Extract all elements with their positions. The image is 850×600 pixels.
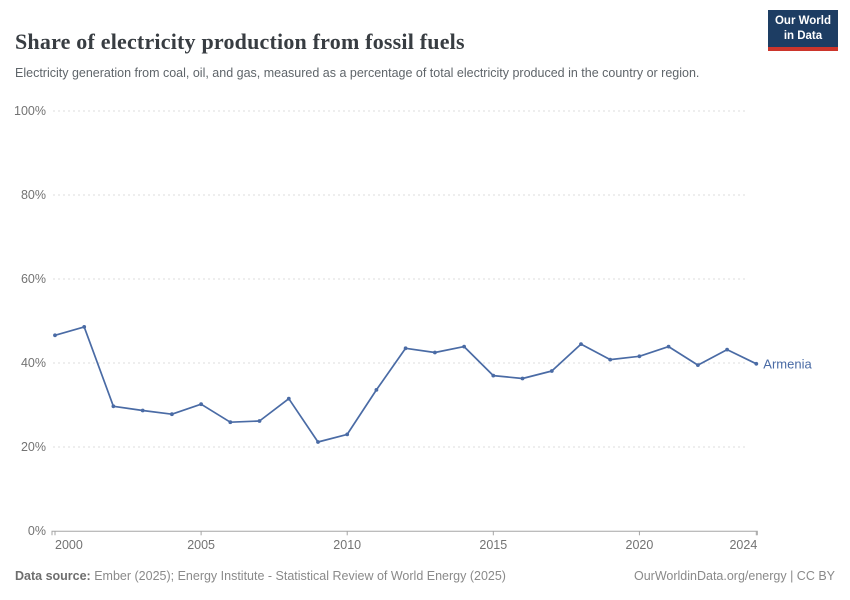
data-point[interactable] <box>374 388 379 392</box>
data-point[interactable] <box>637 354 642 359</box>
data-source-text: Ember (2025); Energy Institute - Statist… <box>90 569 506 583</box>
data-point[interactable] <box>199 402 204 407</box>
data-point[interactable] <box>579 342 583 346</box>
data-point[interactable] <box>491 373 496 378</box>
data-point[interactable] <box>725 347 729 352</box>
y-axis-tick-label: 20% <box>21 440 46 454</box>
data-point[interactable] <box>111 404 116 409</box>
line-chart[interactable]: 0% 20% 40% 60% 80% 100% 2000 2005 2010 2015 2020 20… <box>0 90 850 565</box>
owid-logo-line2: in Data <box>783 29 823 42</box>
data-point[interactable] <box>608 357 613 362</box>
license-link[interactable]: OurWorldinData.org/energy | CC BY <box>633 569 835 583</box>
series-label[interactable]: Armenia <box>763 356 812 371</box>
data-point[interactable] <box>345 432 350 437</box>
y-axis-tick-label: 40% <box>21 356 46 370</box>
data-point[interactable] <box>286 396 291 401</box>
data-point[interactable] <box>82 325 87 329</box>
x-axis-tick-label: 2024 <box>729 538 757 552</box>
y-axis-tick-label: 100% <box>14 104 46 118</box>
owid-logo-line1: Our World <box>774 15 831 27</box>
x-axis-tick-label: 2010 <box>333 538 361 552</box>
data-point[interactable] <box>140 408 145 413</box>
x-axis-tick-label: 2020 <box>626 538 654 552</box>
data-point[interactable] <box>666 344 671 349</box>
data-point[interactable] <box>754 361 759 366</box>
data-point[interactable] <box>228 420 233 425</box>
y-axis-tick-label: 0% <box>28 524 46 538</box>
y-axis-tick-label: 80% <box>21 188 46 202</box>
data-point[interactable] <box>53 333 57 338</box>
data-point[interactable] <box>316 440 320 444</box>
data-point[interactable] <box>170 412 174 417</box>
data-point[interactable] <box>696 363 700 367</box>
x-axis-tick-label: 2005 <box>187 538 215 552</box>
data-point[interactable] <box>549 369 554 373</box>
data-point[interactable] <box>257 419 262 423</box>
chart-footer: Data source: Ember (2025); Energy Instit… <box>15 569 835 583</box>
page-title: Share of electricity production from fos… <box>15 28 465 54</box>
chart-subtitle: Electricity generation from coal, oil, a… <box>15 65 700 80</box>
armenia-line[interactable] <box>54 326 758 443</box>
x-axis-line <box>51 530 758 536</box>
data-source-label: Data source: <box>15 569 91 583</box>
x-axis-tick-label: 2015 <box>479 538 507 552</box>
owid-logo[interactable]: Our World in Data <box>767 10 838 51</box>
y-axis-tick-label: 60% <box>21 272 46 286</box>
data-point[interactable] <box>433 350 437 355</box>
x-axis-tick-label: 2000 <box>55 538 83 552</box>
data-point[interactable] <box>403 346 408 351</box>
data-point[interactable] <box>520 376 525 381</box>
data-point[interactable] <box>462 344 466 349</box>
data-source-note: Data source: Ember (2025); Energy Instit… <box>15 569 506 583</box>
